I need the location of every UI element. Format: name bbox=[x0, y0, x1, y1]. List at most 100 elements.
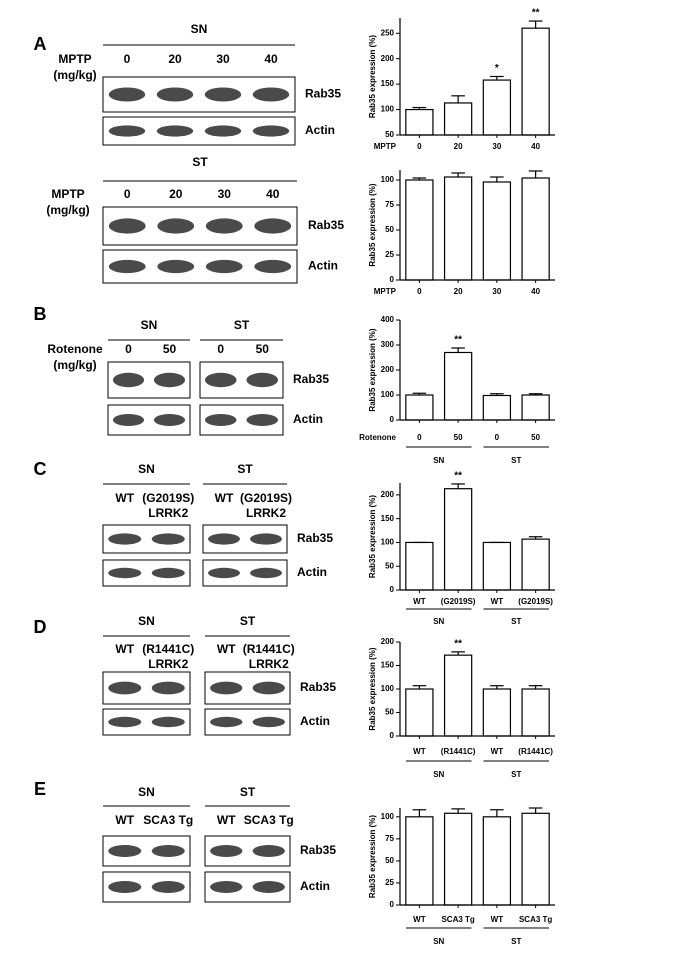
lane-label: SCA3 Tg bbox=[143, 813, 193, 827]
lane-label: WT bbox=[217, 642, 236, 656]
y-tick-label: 100 bbox=[381, 684, 395, 693]
group-title: SN bbox=[141, 318, 158, 332]
lane-label: (G2019S) bbox=[142, 491, 194, 505]
blot-frame bbox=[102, 116, 296, 146]
x-tick-label: WT bbox=[491, 747, 504, 756]
group-title: ST bbox=[240, 614, 256, 628]
blot-band bbox=[151, 533, 185, 545]
blot-frame bbox=[204, 871, 291, 903]
blot-band bbox=[157, 218, 195, 234]
blot-band bbox=[108, 259, 146, 274]
y-axis-label: Rab35 expression (%) bbox=[368, 35, 377, 118]
dose-label: (mg/kg) bbox=[46, 203, 89, 217]
blot-frame bbox=[102, 671, 191, 705]
lane-label: 0 bbox=[124, 187, 131, 201]
x-tick-label: WT bbox=[491, 915, 504, 924]
lane-label: WT bbox=[115, 642, 134, 656]
blot-band bbox=[250, 567, 282, 579]
blot-band bbox=[108, 716, 142, 728]
bar bbox=[405, 179, 434, 281]
x-tick-label: 50 bbox=[454, 433, 463, 442]
group-title: ST bbox=[237, 462, 253, 476]
x-tick-label: 50 bbox=[531, 433, 540, 442]
significance: ** bbox=[454, 471, 462, 482]
blot-frame bbox=[202, 559, 288, 587]
y-tick-label: 100 bbox=[381, 812, 395, 821]
blot-band bbox=[151, 716, 185, 728]
x-tick-label: (G2019S) bbox=[518, 597, 553, 606]
blot-band bbox=[153, 372, 186, 388]
y-tick-label: 150 bbox=[381, 79, 395, 88]
group-label: SN bbox=[433, 617, 444, 626]
blot-band bbox=[156, 87, 194, 102]
blot-band bbox=[108, 87, 146, 102]
blot-band bbox=[254, 259, 292, 274]
row-label: Rab35 bbox=[300, 680, 336, 694]
x-tick-label: 0 bbox=[417, 433, 422, 442]
blot-band bbox=[252, 845, 285, 857]
lane-label: SCA3 Tg bbox=[244, 813, 294, 827]
blot-band bbox=[112, 414, 145, 426]
lane-label: 20 bbox=[168, 52, 182, 66]
blot-band bbox=[153, 414, 186, 426]
lane-label: LRRK2 bbox=[246, 506, 286, 520]
y-tick-label: 100 bbox=[381, 105, 395, 114]
x-tick-label: SCA3 Tg bbox=[519, 915, 552, 924]
lane-label: 30 bbox=[218, 187, 232, 201]
blot-frame bbox=[102, 206, 298, 246]
blot-band bbox=[210, 881, 243, 893]
x-axis-label: Rotenone bbox=[359, 433, 396, 442]
dose-label: (mg/kg) bbox=[53, 68, 96, 82]
x-axis-label: MPTP bbox=[374, 287, 397, 296]
blot-frame bbox=[102, 559, 191, 587]
dose-label: MPTP bbox=[51, 187, 84, 201]
blot-band bbox=[210, 681, 243, 695]
x-tick-label: WT bbox=[491, 597, 504, 606]
y-tick-label: 300 bbox=[381, 340, 395, 349]
blot-band bbox=[108, 125, 146, 137]
lane-label: 30 bbox=[216, 52, 230, 66]
y-tick-label: 100 bbox=[381, 175, 395, 184]
x-tick-label: WT bbox=[413, 915, 426, 924]
row-label: Actin bbox=[305, 123, 335, 137]
blot-band bbox=[252, 125, 290, 137]
group-title: SN bbox=[138, 614, 155, 628]
row-label: Actin bbox=[300, 714, 330, 728]
x-tick-label: 0 bbox=[417, 287, 422, 296]
panel-letter: E bbox=[34, 779, 46, 799]
row-label: Actin bbox=[300, 879, 330, 893]
blot-band bbox=[151, 881, 185, 893]
dose-label: (mg/kg) bbox=[53, 358, 96, 372]
blot-band bbox=[254, 218, 292, 234]
blot-frame bbox=[107, 404, 191, 436]
panel-letter: A bbox=[34, 34, 47, 54]
blot-band bbox=[112, 372, 145, 388]
group-label: ST bbox=[511, 770, 521, 779]
y-tick-label: 50 bbox=[385, 130, 394, 139]
blot-band bbox=[204, 414, 237, 426]
group-title: ST bbox=[240, 785, 256, 799]
row-label: Rab35 bbox=[300, 843, 336, 857]
lane-label: 50 bbox=[163, 342, 177, 356]
group-title: ST bbox=[192, 155, 208, 169]
y-tick-label: 150 bbox=[381, 514, 395, 523]
bar bbox=[482, 816, 512, 906]
y-tick-label: 200 bbox=[381, 490, 395, 499]
x-tick-label: WT bbox=[413, 747, 426, 756]
y-tick-label: 50 bbox=[385, 561, 394, 570]
group-label: SN bbox=[433, 456, 444, 465]
bar bbox=[482, 394, 512, 421]
bar bbox=[405, 541, 434, 591]
bar bbox=[521, 394, 550, 421]
blot-band bbox=[208, 533, 240, 545]
blot-frame bbox=[204, 835, 291, 867]
y-tick-label: 100 bbox=[381, 538, 395, 547]
x-tick-label: 0 bbox=[417, 142, 422, 151]
blot-band bbox=[157, 259, 195, 274]
blot-band bbox=[205, 259, 243, 274]
group-label: SN bbox=[433, 937, 444, 946]
significance: ** bbox=[454, 335, 462, 346]
y-tick-label: 0 bbox=[390, 731, 395, 740]
blot-band bbox=[210, 716, 243, 728]
bar bbox=[521, 538, 550, 591]
